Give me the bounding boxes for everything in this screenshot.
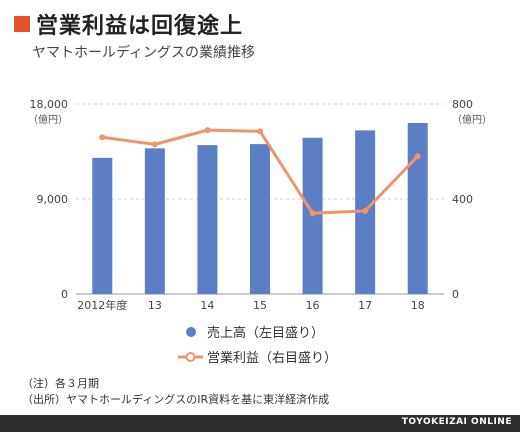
note-source: （出所）ヤマトホールディングスのIR資料を基に東洋経済作成 xyxy=(22,393,330,406)
x-tick-label-4: 16 xyxy=(306,299,320,312)
x-tick-label-2: 14 xyxy=(200,299,214,312)
y-right-tick-mid: 400 xyxy=(452,193,473,206)
notes: （注）各３月期 （出所）ヤマトホールディングスのIR資料を基に東洋経済作成 xyxy=(22,376,329,408)
line-point-2 xyxy=(204,127,211,134)
x-tick-label-3: 15 xyxy=(253,299,267,312)
x-tick-labels: 2012年度 13 14 15 16 17 18 xyxy=(77,298,424,312)
line-point-1 xyxy=(151,141,158,148)
y-right-unit: （億円） xyxy=(452,113,492,126)
bar-series xyxy=(92,123,428,294)
line-point-4 xyxy=(309,210,316,217)
bar-6 xyxy=(407,123,428,294)
y-left-unit: （億円） xyxy=(28,113,68,126)
footer-bar: TOYOKEIZAI ONLINE xyxy=(0,415,520,432)
title-marker xyxy=(14,16,30,32)
note-fiscal: （注）各３月期 xyxy=(22,377,99,390)
chart-subtitle: ヤマトホールディングスの業績推移 xyxy=(32,45,256,61)
x-tick-label-6: 18 xyxy=(411,299,425,312)
legend-bar-label: 売上高（左目盛り） xyxy=(207,325,324,341)
line-series xyxy=(99,127,421,217)
bar-3 xyxy=(250,144,270,294)
line-point-5 xyxy=(362,207,369,214)
y-left-tick-mid: 9,000 xyxy=(37,193,69,206)
legend: 売上高（左目盛り） 営業利益（右目盛り） xyxy=(178,325,337,366)
axes: 18,000 （億円） 9,000 0 800 （億円） 400 0 xyxy=(28,98,492,301)
x-tick-label-5: 17 xyxy=(358,299,372,312)
legend-line-marker xyxy=(185,352,196,362)
bar-0 xyxy=(92,157,113,294)
y-right-tick-top: 800 xyxy=(452,98,473,111)
x-tick-label-1: 13 xyxy=(148,299,162,312)
chart-title: 営業利益は回復途上 xyxy=(36,14,244,39)
footer-brand: TOYOKEIZAI ONLINE xyxy=(401,417,512,427)
chart: 18,000 （億円） 9,000 0 800 （億円） 400 0 2012年… xyxy=(28,98,492,366)
legend-bar-marker xyxy=(186,327,196,337)
y-right-tick-zero: 0 xyxy=(452,288,459,301)
x-tick-label-0: 2012年度 xyxy=(77,298,127,312)
line-point-6 xyxy=(414,153,421,160)
line-point-3 xyxy=(257,128,263,135)
bar-1 xyxy=(144,148,165,294)
y-left-tick-top: 18,000 xyxy=(30,98,69,111)
bar-2 xyxy=(197,145,218,294)
y-left-tick-zero: 0 xyxy=(61,288,68,301)
legend-line-label: 営業利益（右目盛り） xyxy=(207,350,337,366)
line-point-0 xyxy=(99,134,106,141)
title-row: 営業利益は回復途上 xyxy=(14,8,243,40)
